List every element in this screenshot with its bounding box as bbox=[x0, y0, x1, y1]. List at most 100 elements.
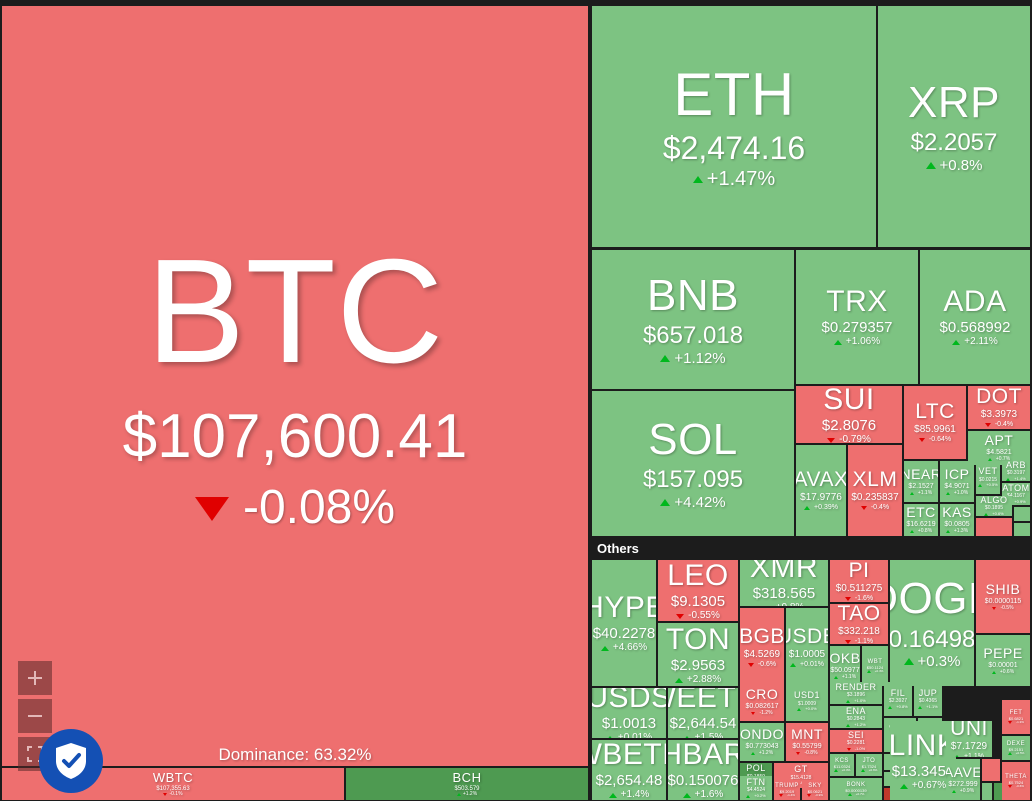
treemap-tile-theta[interactable]: THETA $0.7524 -0.6% bbox=[1002, 762, 1030, 800]
treemap-tile-pepe[interactable]: PEPE $0.00001 +0.6% bbox=[976, 635, 1030, 686]
tile-symbol: WBETH bbox=[592, 740, 666, 772]
tile-price: $2,644.54 bbox=[669, 715, 737, 733]
arrow-up-icon bbox=[600, 646, 609, 652]
treemap-tile-op[interactable]: OP$0.6074-0.5% bbox=[976, 518, 1012, 536]
treemap-tile-dot[interactable]: DOT $3.3973 -0.4% bbox=[968, 386, 1030, 429]
tile-price: $2.1527 bbox=[908, 482, 934, 490]
treemap-tile-btc[interactable]: BTC $107,600.41 -0.08% bbox=[2, 6, 588, 766]
treemap-tile-bgb[interactable]: BGB $4.5269 -0.6% bbox=[740, 608, 784, 686]
tile-change: +0.8% bbox=[888, 704, 908, 709]
tile-symbol: LTC bbox=[915, 400, 955, 424]
treemap-tile-vet[interactable]: VET $0.0215 +0.5% bbox=[976, 461, 1000, 494]
tile-change: +0.7% bbox=[987, 457, 1010, 462]
treemap-tile-wbeth[interactable]: WBETH$2,654.48+1.4% bbox=[592, 740, 666, 800]
treemap-tile-mnt[interactable]: MNT $0.55799 -0.8% bbox=[786, 723, 828, 761]
tile-symbol: FET bbox=[1009, 709, 1023, 716]
treemap-tile-jto[interactable]: JTO $1.7324 +0.6% bbox=[856, 754, 882, 776]
tile-change-value: +0.3% bbox=[841, 768, 851, 773]
treemap-tile-sol[interactable]: SOL $157.095 +4.42% bbox=[592, 391, 794, 536]
treemap-tile-doge[interactable]: DOGE$0.164989+0.3% bbox=[890, 560, 974, 686]
tile-change-value: +1.0% bbox=[854, 697, 866, 703]
treemap-tile-render[interactable]: RENDER $3.1896 +1.0% bbox=[830, 682, 882, 704]
treemap-tile-bch[interactable]: BCH $503.579 +1.2% bbox=[346, 768, 588, 800]
treemap-tile-algo[interactable]: ALGO $0.1895 +0.6% bbox=[976, 496, 1012, 516]
tile-price: $7.1729 bbox=[950, 740, 988, 752]
treemap-tile-stx[interactable]: STX$0.6321+0.3% bbox=[1014, 523, 1030, 536]
tile-price: $2.3927 bbox=[888, 698, 908, 705]
treemap-tile-tia[interactable]: TIA$1.5294-1.1% bbox=[982, 759, 1000, 781]
tile-symbol: JUP bbox=[918, 687, 938, 698]
tile-price: $0.0000115 bbox=[984, 597, 1022, 605]
tile-symbol: HYPE bbox=[592, 591, 656, 625]
tile-symbol: HBAR bbox=[668, 740, 738, 772]
tile-symbol: USD1 bbox=[793, 690, 820, 701]
treemap-tile-sui[interactable]: SUI $2.8076 -0.79% bbox=[796, 386, 902, 443]
treemap-tile-xmr[interactable]: XMR$318.565+0.8% bbox=[740, 560, 828, 606]
tile-change: +0.6% bbox=[991, 669, 1014, 675]
arrow-down-icon bbox=[846, 747, 851, 751]
treemap-tile-ada[interactable]: ADA $0.568992 +2.11% bbox=[920, 250, 1030, 384]
treemap-tile-shib[interactable]: SHIB $0.0000115 -0.5% bbox=[976, 560, 1030, 633]
treemap-tile-ena[interactable]: ENA $0.2843 +1.2% bbox=[830, 706, 882, 728]
treemap-tile-dexe[interactable]: DEXE $9.2151 +0.5% bbox=[1002, 736, 1030, 760]
treemap-tile-avax[interactable]: AVAX $17.9776 +0.39% bbox=[796, 445, 846, 536]
arrow-up-icon bbox=[1006, 477, 1011, 481]
tile-change-value: +1.1% bbox=[841, 674, 857, 681]
tile-price: $4.5821 bbox=[986, 449, 1012, 457]
tile-symbol: USDS bbox=[592, 688, 666, 715]
treemap-tile-ray[interactable]: RAY$2.0144+0.5% bbox=[994, 783, 1002, 800]
treemap-tile-wbt[interactable]: WBT $50.1124 +0.4% bbox=[862, 646, 888, 686]
treemap-tile-inj[interactable]: INJ$11.24+0.4% bbox=[1014, 507, 1030, 521]
treemap-tile-etc[interactable]: ETC $16.6219 +0.8% bbox=[904, 504, 938, 536]
treemap-tile-eth[interactable]: ETH $2,474.16 +1.47% bbox=[592, 6, 876, 247]
treemap-tile-aave[interactable]: AAVE $272.999 +0.9% bbox=[946, 759, 980, 800]
treemap-tile-hbar[interactable]: HBAR $0.150076 +1.6% bbox=[668, 740, 738, 800]
treemap-tile-jup[interactable]: JUP $0.4365 +1.1% bbox=[914, 682, 942, 716]
tile-price: $272.999 bbox=[948, 780, 978, 788]
treemap-tile-cro[interactable]: CRO $0.082617 -1.2% bbox=[740, 682, 784, 721]
zoom-in-button[interactable] bbox=[18, 661, 52, 695]
treemap-tile-trump[interactable]: TRUMP $9.2019 -1.4% bbox=[774, 780, 800, 800]
treemap-tile-sei[interactable]: SEI $0.2281 -1.0% bbox=[830, 730, 882, 752]
treemap-tile-fil[interactable]: FIL $2.3927 +0.8% bbox=[884, 682, 912, 716]
treemap-tile-weeth[interactable]: WEETH$2,644.54+1.5% bbox=[668, 688, 738, 738]
treemap-tile-near[interactable]: NEAR $2.1527 +1.1% bbox=[904, 461, 938, 502]
treemap-tile-ton[interactable]: TON $2.9563 +2.88% bbox=[658, 623, 738, 686]
arrow-down-icon bbox=[796, 752, 801, 756]
treemap-tile-mkr[interactable]: MKR$1,778.1+0.4% bbox=[982, 783, 992, 800]
treemap-tile-link[interactable]: LINK $13.3458 +0.67% bbox=[890, 721, 956, 800]
treemap-tile-okb[interactable]: OKB $50.0977 +1.1% bbox=[830, 646, 860, 686]
tile-price: $0.1895 bbox=[984, 505, 1004, 512]
treemap-tile-bnb[interactable]: BNB $657.018 +1.12% bbox=[592, 250, 794, 389]
treemap-tile-bonk[interactable]: BONK $0.0000139 +0.7% bbox=[830, 778, 882, 800]
treemap-tile-uni[interactable]: UNI $7.1729 +1.1% bbox=[946, 721, 992, 757]
treemap-tile-leo[interactable]: LEO $9.1305 -0.55% bbox=[658, 560, 738, 621]
treemap-tile-ltc[interactable]: LTC $85.9961 -0.64% bbox=[904, 386, 966, 459]
treemap-tile-kas[interactable]: KAS $0.0805 +1.3% bbox=[940, 504, 974, 536]
treemap-tile-kcs[interactable]: KCS $11.0324 +0.3% bbox=[830, 754, 854, 776]
tile-change: +0.39% bbox=[804, 504, 838, 511]
treemap-tile-hype[interactable]: HYPE $40.2278 +4.66% bbox=[592, 560, 656, 686]
treemap-tile-xrp[interactable]: XRP $2.2057 +0.8% bbox=[878, 6, 1030, 247]
zoom-out-button[interactable] bbox=[18, 699, 52, 733]
treemap-tile-fet[interactable]: FET $0.6821 -1.3% bbox=[1002, 700, 1030, 734]
treemap-tile-tao[interactable]: TAO $332.218 -1.1% bbox=[830, 604, 888, 644]
tile-change-value: +0.9% bbox=[959, 787, 975, 794]
treemap-tile-icp[interactable]: ICP $4.9071 +1.0% bbox=[940, 461, 974, 502]
arrow-up-icon bbox=[860, 769, 865, 773]
arrow-up-icon bbox=[984, 512, 989, 516]
tile-price: $1.7324 bbox=[861, 763, 877, 769]
treemap-tile-pi[interactable]: PI $0.511275 -1.6% bbox=[830, 560, 888, 602]
treemap-tile-usde[interactable]: USDE$1.0005+0.01% bbox=[786, 608, 828, 686]
treemap-tile-usds[interactable]: USDS $1.0013 +0.01% bbox=[592, 688, 666, 738]
verified-shield-badge[interactable] bbox=[39, 729, 103, 793]
treemap-tile-apt[interactable]: APT $4.5821 +0.7% bbox=[968, 431, 1030, 465]
treemap-tile-trx[interactable]: TRX $0.279357 +1.06% bbox=[796, 250, 918, 384]
treemap-tile-ftn[interactable]: FTN $4.4524 +0.2% bbox=[740, 776, 772, 800]
treemap-tile-ondo[interactable]: ONDO $0.773043 +1.2% bbox=[740, 723, 784, 761]
treemap-tile-sky[interactable]: SKY $0.0621 -0.9% bbox=[802, 780, 828, 800]
treemap-tile-usd1[interactable]: USD1 $1.0009 +0.0% bbox=[786, 682, 828, 721]
tile-change-value: +0.0% bbox=[805, 706, 817, 712]
treemap-tile-arb[interactable]: ARB $0.3197 +1.4% bbox=[1002, 461, 1030, 481]
treemap-tile-xlm[interactable]: XLM $0.235837 -0.4% bbox=[848, 445, 902, 536]
